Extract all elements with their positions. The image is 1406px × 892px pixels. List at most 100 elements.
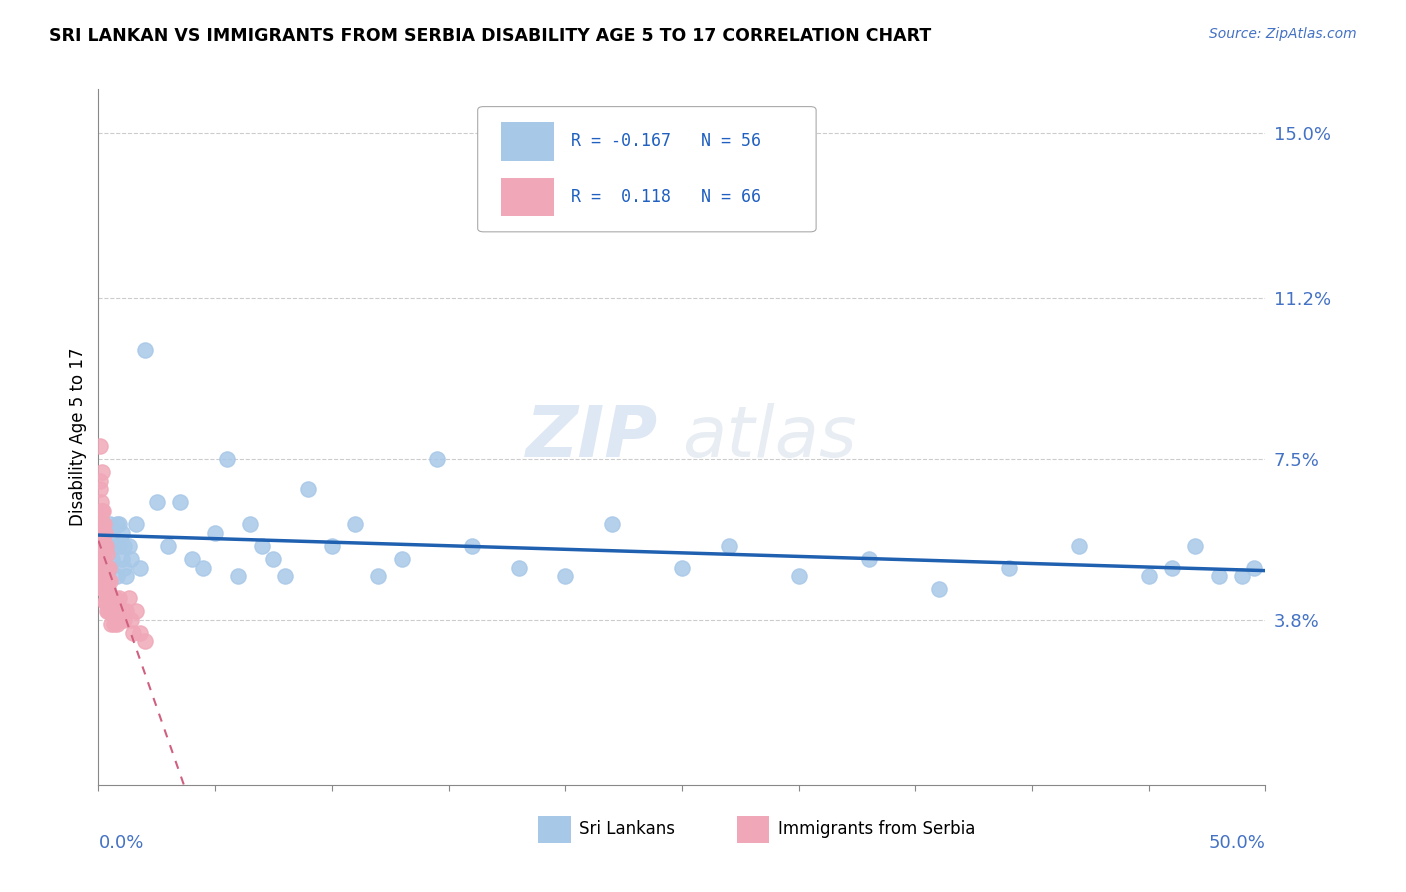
Y-axis label: Disability Age 5 to 17: Disability Age 5 to 17 xyxy=(69,348,87,526)
Point xyxy=(96,582,118,597)
Point xyxy=(122,625,145,640)
Point xyxy=(101,591,124,605)
Point xyxy=(103,617,125,632)
Point xyxy=(262,551,284,566)
Point xyxy=(215,451,238,466)
Point xyxy=(997,560,1019,574)
Point xyxy=(928,582,950,597)
Point xyxy=(96,604,118,618)
Point xyxy=(461,539,484,553)
Point xyxy=(111,604,134,618)
Point xyxy=(120,613,142,627)
Point xyxy=(94,560,117,574)
Text: atlas: atlas xyxy=(682,402,856,472)
Point xyxy=(105,569,128,583)
Point xyxy=(96,548,118,562)
Point xyxy=(89,439,111,453)
Point xyxy=(101,604,124,618)
Point xyxy=(104,591,127,605)
Point xyxy=(717,539,740,553)
Point xyxy=(101,525,124,540)
Point xyxy=(90,465,112,479)
Point xyxy=(157,539,180,553)
Point xyxy=(391,551,413,566)
Point xyxy=(94,578,117,592)
Point xyxy=(239,516,262,531)
Point xyxy=(97,591,120,605)
Point xyxy=(297,482,319,496)
Point xyxy=(96,587,118,601)
Point xyxy=(94,595,117,609)
Point xyxy=(426,451,449,466)
Text: Sri Lankans: Sri Lankans xyxy=(579,821,675,838)
Point xyxy=(125,516,148,531)
Point xyxy=(100,604,122,618)
Point xyxy=(108,516,131,531)
Point xyxy=(129,560,152,574)
Point xyxy=(90,495,112,509)
Point xyxy=(321,539,343,553)
FancyBboxPatch shape xyxy=(501,178,554,216)
Text: 0.0%: 0.0% xyxy=(98,834,143,852)
Point xyxy=(90,539,112,553)
Point xyxy=(91,504,114,518)
Point xyxy=(858,551,880,566)
Point xyxy=(97,539,120,553)
Point xyxy=(98,574,121,588)
Point xyxy=(91,548,114,562)
Point xyxy=(91,530,114,544)
Point xyxy=(94,539,117,553)
Point xyxy=(111,525,134,540)
Text: ZIP: ZIP xyxy=(526,402,658,472)
Text: R =  0.118   N = 66: R = 0.118 N = 66 xyxy=(571,188,761,206)
Point xyxy=(90,504,112,518)
Point xyxy=(112,560,135,574)
Point xyxy=(90,569,112,583)
Point xyxy=(787,569,810,583)
Point xyxy=(93,516,115,531)
Point xyxy=(93,569,115,583)
Point xyxy=(110,613,132,627)
Point xyxy=(98,560,121,574)
Point xyxy=(91,548,114,562)
Point xyxy=(112,539,135,553)
Point xyxy=(105,516,128,531)
Point xyxy=(94,539,117,553)
Point xyxy=(94,525,117,540)
Point xyxy=(90,530,112,544)
Point xyxy=(94,595,117,609)
Point xyxy=(1230,569,1253,583)
Point xyxy=(180,551,202,566)
Point xyxy=(1208,569,1230,583)
Point xyxy=(93,582,115,597)
FancyBboxPatch shape xyxy=(538,816,571,843)
Point xyxy=(134,343,156,357)
Point xyxy=(118,539,141,553)
Text: R = -0.167   N = 56: R = -0.167 N = 56 xyxy=(571,132,761,151)
Point xyxy=(98,591,121,605)
Point xyxy=(108,539,131,553)
Point xyxy=(89,504,111,518)
Point xyxy=(274,569,297,583)
Point xyxy=(105,617,128,632)
Point xyxy=(100,617,122,632)
Text: Source: ZipAtlas.com: Source: ZipAtlas.com xyxy=(1209,27,1357,41)
Point xyxy=(228,569,250,583)
FancyBboxPatch shape xyxy=(737,816,769,843)
Point xyxy=(96,560,118,574)
Text: SRI LANKAN VS IMMIGRANTS FROM SERBIA DISABILITY AGE 5 TO 17 CORRELATION CHART: SRI LANKAN VS IMMIGRANTS FROM SERBIA DIS… xyxy=(49,27,931,45)
Point xyxy=(97,574,120,588)
Point xyxy=(91,569,114,583)
Point xyxy=(91,516,114,531)
Text: Immigrants from Serbia: Immigrants from Serbia xyxy=(778,821,974,838)
Point xyxy=(367,569,389,583)
Text: 50.0%: 50.0% xyxy=(1209,834,1265,852)
FancyBboxPatch shape xyxy=(501,122,554,161)
Point xyxy=(93,560,115,574)
Point xyxy=(93,539,115,553)
Point xyxy=(1067,539,1090,553)
Point xyxy=(344,516,367,531)
Point xyxy=(89,482,111,496)
Point xyxy=(98,560,121,574)
Point xyxy=(89,474,111,488)
